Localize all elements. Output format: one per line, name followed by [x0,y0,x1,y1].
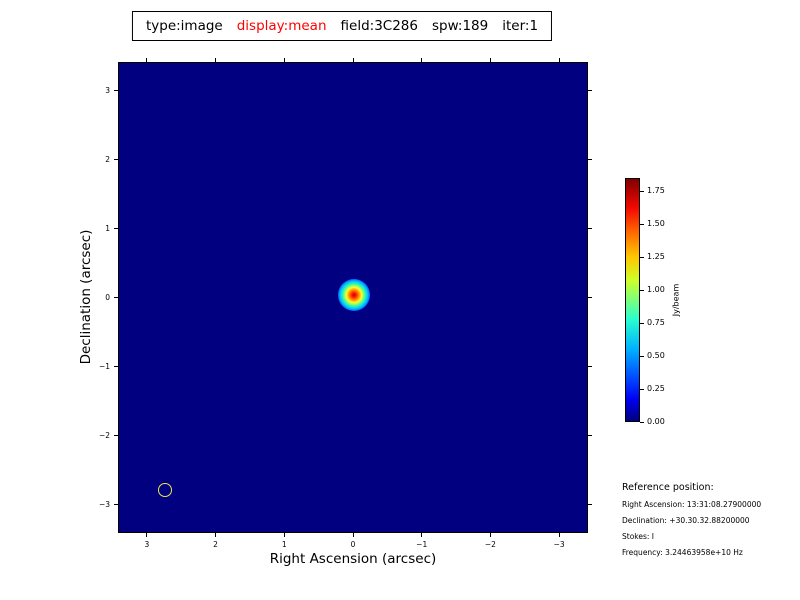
x-tick-mark-top [421,58,423,62]
colorbar-tick-mark [640,421,644,423]
x-tick-mark-top [558,58,560,62]
y-tick-label: 0 [105,293,110,302]
x-tick-mark-top [146,58,148,62]
x-tick-mark-top [283,58,285,62]
x-tick-label: 0 [350,540,356,549]
x-tick-label: 3 [144,540,150,549]
colorbar-tick-label: 0.50 [647,351,665,361]
colorbar-tick-label: 0.75 [647,318,665,328]
colorbar-tick-mark [640,355,644,357]
y-tick-mark-right [588,228,592,230]
y-tick-mark-left [114,297,118,298]
colorbar-tick-mark [640,190,644,192]
reference-info-line: Declination: +30.30.32.88200000 [622,516,750,525]
y-tick-mark-left [114,365,118,367]
x-tick-mark-top [489,58,491,62]
title-part: display:mean [236,18,327,34]
x-tick-mark-bottom [146,533,148,537]
x-tick-mark-bottom [558,533,560,537]
y-tick-mark-left [114,159,118,161]
x-tick-label: −3 [553,540,565,549]
x-tick-label: 1 [281,540,287,549]
title-part: type:image [145,18,223,34]
title-part: spw:189 [431,18,489,34]
title-part: field:3C286 [340,18,418,34]
colorbar-tick-label: 1.75 [647,186,665,196]
y-tick-mark-right [588,503,592,505]
x-tick-mark-bottom [215,533,217,537]
reference-position-heading: Reference position: [622,482,714,493]
x-tick-mark-bottom [421,533,423,537]
y-tick-mark-right [588,365,592,367]
x-tick-label: −1 [416,540,428,549]
y-tick-label: 3 [105,86,110,96]
x-tick-mark-bottom [283,533,285,537]
colorbar-tick-label: 1.25 [647,252,665,262]
reference-position-block: Reference position: Right Ascension: 13:… [622,482,761,557]
y-tick-label: −2 [98,430,110,440]
beam-ellipse [158,483,172,497]
y-tick-mark-right [588,159,592,161]
reference-info-line: Stokes: I [622,532,655,541]
y-tick-mark-left [114,503,118,505]
reference-info-line: Frequency: 3.24463958e+10 Hz [622,548,743,557]
y-tick-mark-left [114,228,118,230]
reference-info-line: Right Ascension: 13:31:08.27900000 [622,500,762,509]
x-tick-mark-bottom [352,533,354,537]
x-tick-mark-top [352,58,354,62]
colorbar-tick-mark [640,223,644,225]
y-tick-label: 1 [105,224,110,234]
x-tick-label: 2 [213,540,218,549]
plot-title-box: type:image display:mean field:3C286 spw:189… [131,11,553,41]
y-tick-mark-left [114,434,118,436]
y-tick-mark-right [588,434,592,436]
y-tick-label: −1 [98,361,110,371]
x-axis-label: Right Ascension (arcsec) [269,551,437,567]
y-tick-mark-right [588,90,592,92]
colorbar-tick-label: 0.00 [647,417,665,426]
x-tick-mark-bottom [489,533,491,537]
colorbar-tick-label: 0.25 [647,384,665,394]
x-tick-mark-top [215,58,217,62]
colorbar-tick-label: 1.50 [647,219,665,229]
source-blob [338,279,370,312]
colorbar-tick-mark [640,322,644,324]
y-tick-label: 2 [105,155,110,165]
title-part: iter:1 [502,18,539,34]
y-tick-mark-left [114,90,118,92]
x-tick-label: −2 [484,540,496,549]
reference-position-lines: Right Ascension: 13:31:08.27900000 Declin… [622,500,761,557]
colorbar-tick-mark [640,289,644,291]
image-plot-area [118,62,588,533]
y-tick-mark-right [588,297,592,298]
colorbar-tick-mark [640,388,644,390]
colorbar-tick-mark [640,256,644,258]
y-tick-label: −3 [98,499,110,509]
colorbar [625,178,640,422]
colorbar-tick-label: 1.00 [647,285,665,295]
